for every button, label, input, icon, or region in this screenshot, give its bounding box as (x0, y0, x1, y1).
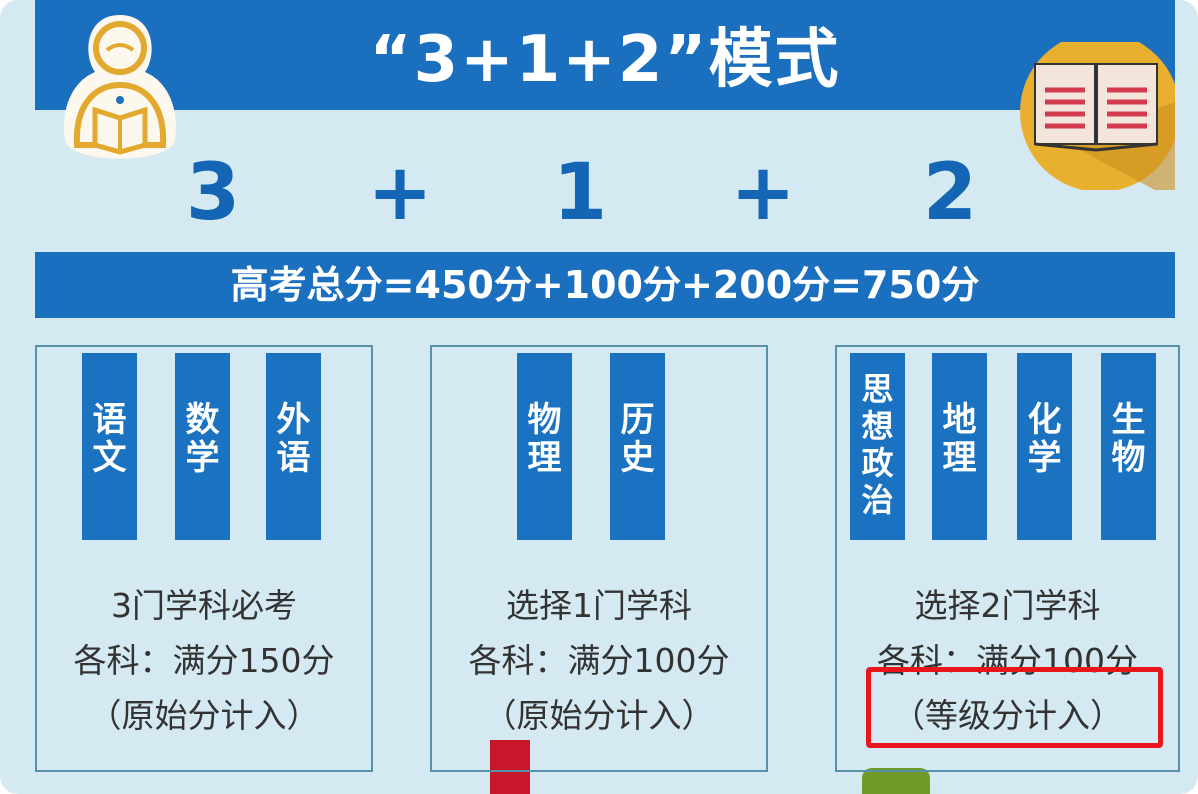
subject-biology: 生物 (1101, 353, 1156, 540)
subject-geography: 地理 (932, 353, 987, 540)
decorative-green-block (862, 768, 930, 794)
page-title: “3+1+2”模式 (369, 23, 841, 97)
subject-chemistry: 化学 (1017, 353, 1072, 540)
total-score-banner: 高考总分=450分+100分+200分=750分 (35, 252, 1175, 318)
group-choose-one: 选择1门学科 各科：满分100分 （原始分计入） (430, 345, 768, 772)
subject-foreign-language: 外语 (266, 353, 321, 540)
formula-plus: + (367, 148, 433, 238)
group-choose-two: 选择2门学科 各科：满分100分 （等级分计入） (835, 345, 1180, 772)
formula-number-2: 2 (922, 148, 978, 238)
group-description: 选择2门学科 (914, 586, 1101, 625)
group-score: 各科：满分100分 (877, 641, 1138, 680)
subject-physics: 物理 (517, 353, 572, 540)
formula-number-3: 3 (185, 148, 241, 238)
group-score: 各科：满分100分 (468, 641, 730, 680)
highlight-box (866, 667, 1163, 748)
group-required: 3门学科必考 各科：满分150分 （原始分计入） (35, 345, 373, 772)
open-book-icon (1020, 42, 1175, 190)
formula-number-1: 1 (552, 148, 608, 238)
group-score: 各科：满分150分 (73, 641, 335, 680)
group-description: 3门学科必考 (111, 586, 297, 625)
formula-plus: + (730, 148, 796, 238)
subject-politics: 思想政治 (850, 353, 905, 540)
subject-math: 数学 (175, 353, 230, 540)
subject-history: 历史 (610, 353, 665, 540)
decorative-red-block (490, 740, 530, 794)
group-score-method: （原始分计入） (483, 696, 715, 735)
group-description: 选择1门学科 (506, 586, 692, 625)
title-banner: “3+1+2”模式 (35, 0, 1175, 110)
subject-chinese: 语文 (82, 353, 137, 540)
group-score-method: （等级分计入） (892, 696, 1123, 735)
reading-person-icon (64, 15, 176, 159)
group-score-method: （原始分计入） (88, 696, 320, 735)
